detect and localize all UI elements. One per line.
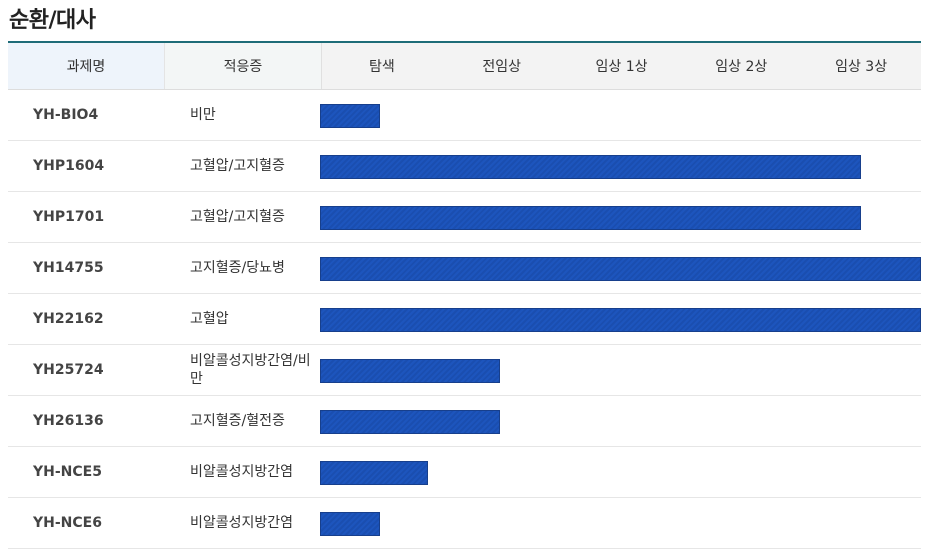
project-code: YH-NCE5: [33, 464, 102, 480]
progress-cell: [320, 90, 921, 140]
section-title: 순환/대사: [9, 8, 96, 33]
progress-cell: [320, 141, 921, 191]
progress-cell: [320, 345, 921, 395]
indication: 비알콜성지방간염/비만: [190, 353, 311, 387]
progress-bar: [320, 410, 501, 434]
table-row: YH-NCE5 비알콜성지방간염: [8, 447, 921, 498]
table-row: YHP1701 고혈압/고지혈증: [8, 192, 921, 243]
progress-cell: [320, 243, 921, 293]
progress-bar: [320, 461, 429, 485]
progress-bar: [320, 512, 381, 536]
project-code: YH25724: [33, 362, 104, 378]
project-code: YHP1604: [33, 158, 105, 174]
table-body: YH-BIO4 비만 YHP1604 고혈압/고지혈증 YHP1701 고혈압/…: [8, 90, 921, 549]
project-code: YH22162: [33, 311, 104, 327]
progress-cell: [320, 498, 921, 548]
project-code: YH14755: [33, 260, 104, 276]
indication: 고혈압/고지혈증: [190, 209, 285, 225]
progress-bar: [320, 308, 921, 332]
header-phase-1: 임상 1상: [595, 59, 648, 75]
table-row: YH14755 고지혈증/당뇨병: [8, 243, 921, 294]
progress-bar: [320, 257, 921, 281]
indication: 고혈압/고지혈증: [190, 158, 285, 174]
indication: 비알콜성지방간염: [190, 515, 294, 531]
progress-bar: [320, 206, 861, 230]
table-row: YH25724 비알콜성지방간염/비만: [8, 345, 921, 396]
header-phase-2: 임상 2상: [715, 59, 768, 75]
table-row: YH-BIO4 비만: [8, 90, 921, 141]
indication: 비알콜성지방간염: [190, 464, 294, 480]
table-header: 과제명 적응증 탐색 전임상 임상 1상 임상 2상 임상 3상: [8, 43, 921, 90]
project-code: YH-BIO4: [33, 107, 99, 123]
table-row: YH22162 고혈압: [8, 294, 921, 345]
header-phase-discovery: 탐색: [369, 59, 395, 75]
indication: 고지혈증/혈전증: [190, 413, 285, 429]
progress-cell: [320, 192, 921, 242]
progress-cell: [320, 294, 921, 344]
header-phase-preclinical: 전임상: [482, 59, 522, 75]
progress-cell: [320, 447, 921, 497]
header-indication: 적응증: [164, 43, 321, 89]
table-row: YH-NCE6 비알콜성지방간염: [8, 498, 921, 549]
project-code: YH26136: [33, 413, 104, 429]
pipeline-table: 과제명 적응증 탐색 전임상 임상 1상 임상 2상 임상 3상 YH-BIO4…: [8, 41, 921, 549]
project-code: YHP1701: [33, 209, 105, 225]
progress-bar: [320, 104, 381, 128]
indication: 고지혈증/당뇨병: [190, 260, 285, 276]
table-row: YH26136 고지혈증/혈전증: [8, 396, 921, 447]
indication: 고혈압: [190, 311, 229, 327]
progress-bar: [320, 155, 861, 179]
indication: 비만: [190, 107, 216, 123]
header-phase-3: 임상 3상: [835, 59, 888, 75]
progress-cell: [320, 396, 921, 446]
progress-bar: [320, 359, 501, 383]
header-phases: 탐색 전임상 임상 1상 임상 2상 임상 3상: [321, 43, 921, 89]
project-code: YH-NCE6: [33, 515, 102, 531]
table-row: YHP1604 고혈압/고지혈증: [8, 141, 921, 192]
header-code: 과제명: [8, 43, 164, 89]
